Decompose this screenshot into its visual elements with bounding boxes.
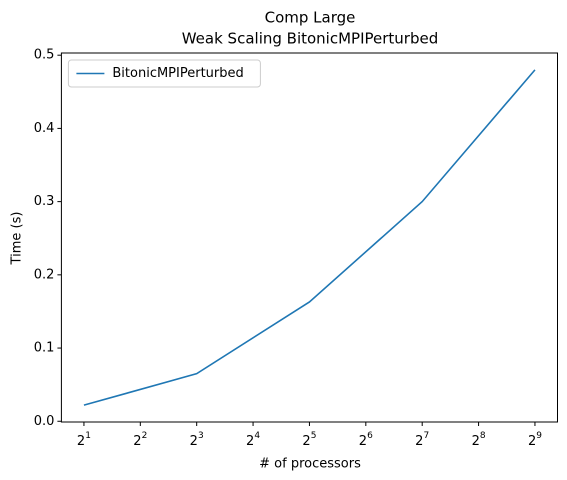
y-tick-label: 0.5 <box>34 48 55 63</box>
y-axis-label: Time (s) <box>10 212 25 266</box>
x-tick-label: 22 <box>133 431 147 449</box>
legend-label: BitonicMPIPerturbed <box>112 66 243 81</box>
line-series <box>83 69 536 406</box>
chart-subtitle: Weak Scaling BitonicMPIPerturbed <box>182 30 439 48</box>
x-tick-label: 28 <box>472 431 486 449</box>
x-tick-label: 29 <box>528 431 542 449</box>
chart-title: Comp Large <box>265 9 356 27</box>
x-tick-label: 26 <box>359 431 373 449</box>
x-tick-label: 25 <box>302 431 316 449</box>
legend-box <box>67 59 261 88</box>
x-tick-label: 21 <box>77 431 91 449</box>
x-tick-label: 24 <box>246 431 260 449</box>
y-tick-label: 0.0 <box>34 414 55 429</box>
x-axis-label: # of processors <box>259 457 361 472</box>
x-tick-label: 27 <box>415 431 429 449</box>
y-tick-label: 0.1 <box>34 341 55 356</box>
plot-frame <box>60 52 559 423</box>
y-tick-label: 0.4 <box>34 121 55 136</box>
x-tick-label: 23 <box>190 431 204 449</box>
y-tick-label: 0.3 <box>34 194 55 209</box>
y-tick-label: 0.2 <box>34 267 55 282</box>
